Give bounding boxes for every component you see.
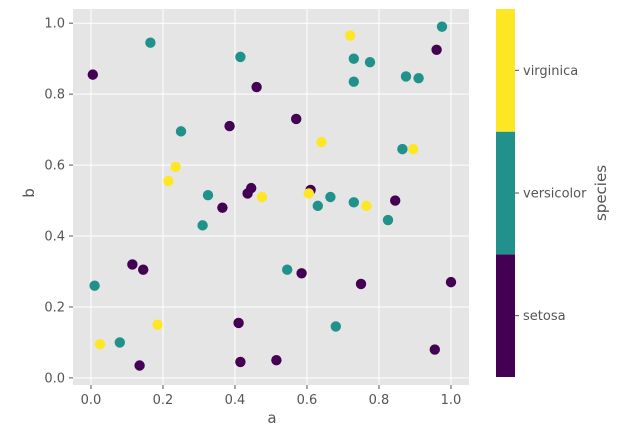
- y-axis-label: b: [20, 188, 38, 198]
- data-point-versicolor: [325, 191, 336, 203]
- colorbar-segment-setosa: [496, 254, 515, 377]
- colorbar-tick-label: setosa: [523, 309, 566, 324]
- data-point-setosa: [138, 264, 149, 275]
- data-point-setosa: [235, 356, 246, 368]
- data-point-versicolor: [397, 143, 408, 155]
- data-point-setosa: [134, 360, 145, 371]
- data-point-setosa: [355, 278, 367, 290]
- data-point-virginica: [316, 136, 327, 148]
- colorbar: setosa versicolor virginica: [496, 9, 587, 377]
- data-point-virginica: [170, 161, 181, 173]
- data-point-virginica: [303, 188, 314, 199]
- data-point-versicolor: [282, 264, 293, 275]
- data-point-versicolor: [89, 280, 100, 291]
- data-point-setosa: [431, 44, 442, 55]
- plot-background: [73, 9, 469, 385]
- data-point-versicolor: [312, 200, 323, 212]
- colorbar-tick-label: virginica: [523, 64, 578, 79]
- data-point-versicolor: [348, 53, 359, 64]
- data-point-versicolor: [400, 71, 412, 82]
- data-point-setosa: [429, 344, 440, 355]
- y-tick-label: 0.8: [44, 88, 65, 103]
- x-axis-label: a: [267, 409, 276, 427]
- data-point-setosa: [127, 259, 138, 270]
- data-point-versicolor: [330, 321, 341, 332]
- data-point-virginica: [408, 143, 419, 155]
- data-point-setosa: [224, 120, 235, 132]
- y-tick-label: 0.6: [44, 159, 65, 174]
- data-point-setosa: [217, 202, 228, 213]
- colorbar-segment-versicolor: [496, 131, 515, 255]
- data-point-setosa: [87, 69, 99, 80]
- data-point-versicolor: [175, 126, 187, 137]
- data-point-virginica: [256, 191, 268, 203]
- data-point-versicolor: [202, 190, 214, 201]
- data-point-setosa: [233, 317, 244, 329]
- colorbar-tick-label: versicolor: [523, 187, 587, 202]
- data-point-setosa: [271, 354, 282, 366]
- data-point-setosa: [445, 276, 457, 288]
- x-axis: 0.0 0.2 0.4 0.6 0.8 1.0: [81, 385, 462, 408]
- x-tick-label: 0.0: [81, 393, 102, 408]
- data-point-virginica: [345, 30, 356, 41]
- data-point-setosa: [251, 81, 262, 93]
- y-axis: 0.0 0.2 0.4 0.6 0.8 1.0: [44, 17, 73, 386]
- data-point-setosa: [296, 268, 307, 279]
- y-tick-label: 0.2: [44, 300, 65, 315]
- data-point-setosa: [246, 182, 257, 194]
- data-point-virginica: [163, 175, 174, 187]
- y-tick-label: 1.0: [44, 17, 65, 32]
- x-tick-label: 0.8: [369, 393, 390, 408]
- data-point-versicolor: [364, 57, 376, 68]
- data-point-versicolor: [197, 220, 208, 231]
- data-point-setosa: [291, 113, 302, 125]
- colorbar-segment-virginica: [496, 9, 515, 132]
- x-tick-label: 0.6: [297, 393, 318, 408]
- data-point-setosa: [390, 195, 401, 206]
- data-point-versicolor: [348, 76, 359, 87]
- grid: [73, 9, 469, 385]
- data-point-virginica: [361, 200, 372, 212]
- y-tick-label: 0.4: [44, 230, 65, 245]
- data-point-versicolor: [382, 214, 394, 226]
- data-point-versicolor: [114, 337, 126, 348]
- data-point-versicolor: [348, 197, 359, 208]
- y-tick-label: 0.0: [44, 371, 65, 386]
- data-point-versicolor: [235, 51, 246, 63]
- data-points: [87, 21, 457, 371]
- x-tick-label: 0.2: [153, 393, 174, 408]
- data-point-versicolor: [145, 37, 156, 48]
- data-point-versicolor: [436, 21, 448, 32]
- x-tick-label: 0.4: [225, 393, 246, 408]
- x-tick-label: 1.0: [441, 393, 462, 408]
- colorbar-label: species: [592, 165, 610, 221]
- data-point-virginica: [152, 319, 163, 330]
- data-point-virginica: [94, 339, 106, 350]
- data-point-versicolor: [413, 72, 424, 84]
